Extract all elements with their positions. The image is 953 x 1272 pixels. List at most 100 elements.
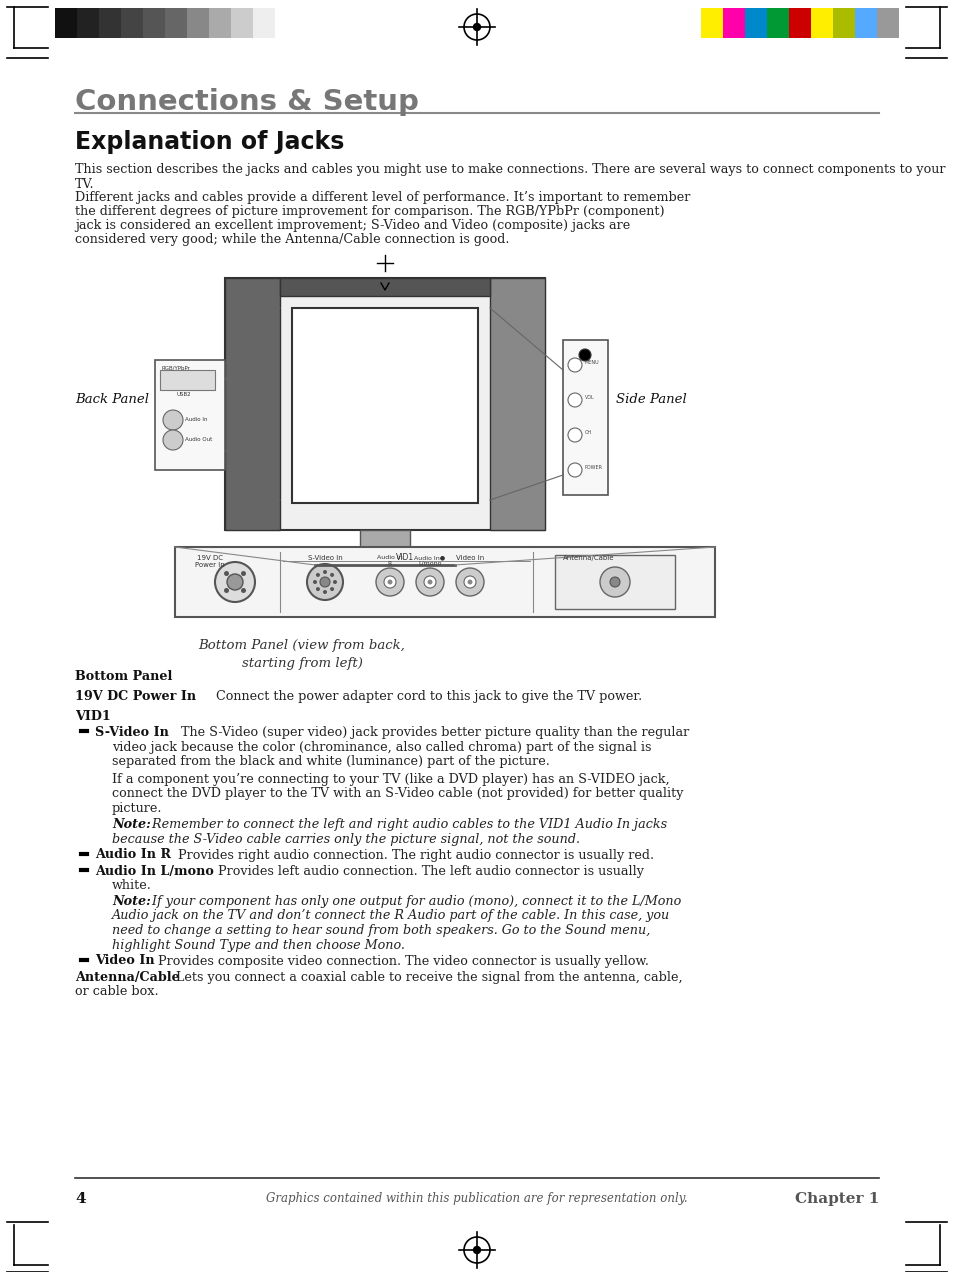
Circle shape: [567, 393, 581, 407]
Circle shape: [163, 410, 183, 430]
Text: Provides composite video connection. The video connector is usually yellow.: Provides composite video connection. The…: [142, 954, 648, 968]
Text: S-Video In: S-Video In: [95, 726, 169, 739]
Circle shape: [315, 588, 319, 591]
Bar: [121, 8, 143, 38]
Text: highlight Sound Type and then choose Mono.: highlight Sound Type and then choose Mon…: [112, 939, 404, 951]
Text: Audio Out: Audio Out: [185, 438, 212, 441]
Text: Connect the power adapter cord to this jack to give the TV power.: Connect the power adapter cord to this j…: [200, 689, 641, 703]
Text: S-Video In: S-Video In: [307, 555, 342, 561]
Text: USB2: USB2: [177, 392, 192, 397]
Circle shape: [423, 576, 436, 588]
Circle shape: [330, 588, 334, 591]
Bar: [55, 8, 77, 38]
Bar: [700, 8, 722, 38]
Text: If a component you’re connecting to your TV (like a DVD player) has an S-VIDEO j: If a component you’re connecting to your…: [112, 773, 669, 786]
Text: because the S-Video cable carries only the picture signal, not the sound.: because the S-Video cable carries only t…: [112, 832, 579, 846]
Text: VID1: VID1: [395, 553, 414, 562]
Text: RGB/YPbPr: RGB/YPbPr: [162, 365, 191, 370]
Text: or cable box.: or cable box.: [75, 985, 158, 999]
Text: Note:: Note:: [112, 818, 151, 831]
Circle shape: [463, 576, 476, 588]
Text: Antenna/Cable: Antenna/Cable: [75, 971, 179, 983]
Text: Graphics contained within this publication are for representation only.: Graphics contained within this publicati…: [266, 1192, 687, 1205]
Text: need to change a setting to hear sound from both speakers. Go to the Sound menu,: need to change a setting to hear sound f…: [112, 923, 650, 937]
Circle shape: [241, 588, 246, 593]
Circle shape: [330, 572, 334, 577]
Bar: [359, 530, 410, 560]
Circle shape: [319, 577, 330, 586]
Text: Different jacks and cables provide a different level of performance. It’s import: Different jacks and cables provide a dif…: [75, 191, 690, 204]
Text: connect the DVD player to the TV with an S-Video cable (not provided) for better: connect the DVD player to the TV with an…: [112, 787, 682, 800]
Circle shape: [375, 569, 403, 597]
Text: Side Panel: Side Panel: [616, 393, 686, 406]
Text: Connections & Setup: Connections & Setup: [75, 88, 418, 116]
Circle shape: [456, 569, 483, 597]
Text: separated from the black and white (luminance) part of the picture.: separated from the black and white (lumi…: [112, 756, 549, 768]
Text: VID1: VID1: [75, 710, 111, 722]
Text: Antenna/Cable: Antenna/Cable: [562, 555, 614, 561]
Circle shape: [307, 563, 343, 600]
Circle shape: [323, 590, 327, 594]
Circle shape: [224, 588, 229, 593]
Text: jack is considered an excellent improvement; S-Video and Video (composite) jacks: jack is considered an excellent improvem…: [75, 219, 630, 232]
Text: Bottom Panel (view from back,: Bottom Panel (view from back,: [198, 639, 405, 653]
Bar: [555, 555, 675, 609]
Text: Audio In: Audio In: [185, 417, 208, 422]
Text: Video In: Video In: [456, 555, 483, 561]
Circle shape: [578, 349, 590, 361]
Text: Provides left audio connection. The left audio connector is usually: Provides left audio connection. The left…: [202, 865, 643, 878]
Text: white.: white.: [112, 879, 152, 892]
Circle shape: [384, 576, 395, 588]
Bar: [490, 279, 544, 530]
Bar: [292, 308, 477, 502]
Circle shape: [315, 572, 319, 577]
Text: Provides right audio connection. The right audio connector is usually red.: Provides right audio connection. The rig…: [162, 848, 654, 861]
Bar: [280, 279, 490, 296]
Text: Audio In L/mono: Audio In L/mono: [95, 865, 213, 878]
Circle shape: [473, 23, 480, 31]
Bar: [187, 8, 209, 38]
Bar: [160, 370, 214, 391]
Circle shape: [214, 562, 254, 602]
Text: The S-Video (super video) jack provides better picture quality than the regular: The S-Video (super video) jack provides …: [165, 726, 688, 739]
Circle shape: [427, 580, 432, 585]
Bar: [562, 340, 607, 495]
Bar: [99, 8, 121, 38]
Bar: [722, 8, 744, 38]
Circle shape: [323, 570, 327, 574]
Text: This section describes the jacks and cables you might use to make connections. T: This section describes the jacks and cab…: [75, 163, 944, 191]
Text: CH: CH: [584, 430, 592, 435]
Circle shape: [567, 357, 581, 371]
Bar: [810, 8, 832, 38]
Bar: [209, 8, 231, 38]
Circle shape: [567, 463, 581, 477]
Text: MENU: MENU: [584, 360, 599, 365]
Circle shape: [387, 580, 392, 585]
Text: considered very good; while the Antenna/Cable connection is good.: considered very good; while the Antenna/…: [75, 233, 509, 245]
Bar: [876, 8, 898, 38]
Bar: [154, 360, 225, 469]
Bar: [77, 8, 99, 38]
Text: video jack because the color (chrominance, also called chroma) part of the signa: video jack because the color (chrominanc…: [112, 740, 651, 753]
Text: Lets you connect a coaxial cable to receive the signal from the antenna, cable,: Lets you connect a coaxial cable to rece…: [168, 971, 682, 983]
Text: Note:: Note:: [112, 895, 151, 908]
Bar: [143, 8, 165, 38]
Bar: [788, 8, 810, 38]
Text: Back Panel: Back Panel: [75, 393, 149, 406]
Text: Audio In●
L/mono: Audio In● L/mono: [414, 555, 445, 566]
Bar: [231, 8, 253, 38]
Text: Audio In R: Audio In R: [95, 848, 171, 861]
Circle shape: [241, 571, 246, 576]
Circle shape: [333, 580, 336, 584]
Bar: [766, 8, 788, 38]
Bar: [174, 547, 714, 617]
Text: If your component has only one output for audio (mono), connect it to the L/Mono: If your component has only one output fo…: [148, 895, 680, 908]
Circle shape: [416, 569, 443, 597]
Circle shape: [467, 580, 472, 585]
Bar: [832, 8, 854, 38]
Text: 19V DC Power In: 19V DC Power In: [75, 689, 196, 703]
Bar: [225, 279, 280, 530]
Text: Explanation of Jacks: Explanation of Jacks: [75, 130, 344, 154]
Circle shape: [567, 427, 581, 441]
Bar: [744, 8, 766, 38]
